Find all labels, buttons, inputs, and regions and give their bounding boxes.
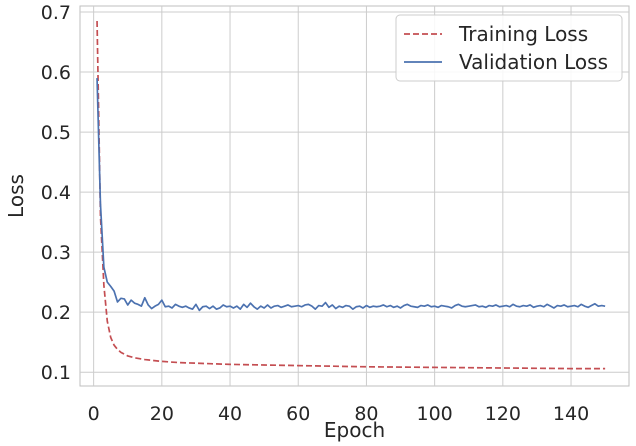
y-tick-labels: 0.1 0.2 0.3 0.4 0.5 0.6 0.7 — [41, 2, 71, 384]
series-line-validation-loss — [96, 78, 606, 312]
y-tick-label: 0.4 — [41, 182, 71, 204]
y-tick-label: 0.2 — [41, 302, 71, 324]
y-axis-label: Loss — [4, 174, 28, 218]
y-tick-label: 0.5 — [41, 122, 71, 144]
x-tick-label: 120 — [485, 403, 521, 425]
x-tick-label: 40 — [218, 403, 242, 425]
x-tick-label: 100 — [417, 403, 453, 425]
legend: Training Loss Validation Loss — [395, 14, 623, 82]
grid — [80, 6, 629, 386]
y-tick-label: 0.6 — [41, 62, 71, 84]
y-tick-label: 0.3 — [41, 242, 71, 264]
x-tick-label: 0 — [88, 403, 100, 425]
x-tick-label: 140 — [553, 403, 589, 425]
y-tick-label: 0.7 — [41, 2, 71, 24]
legend-box — [395, 14, 623, 82]
x-tick-label: 60 — [286, 403, 310, 425]
x-tick-labels: 0 20 40 60 80 100 120 140 — [88, 403, 590, 425]
legend-entry: Validation Loss — [459, 50, 608, 74]
x-axis-label: Epoch — [324, 418, 385, 442]
series-line-training-loss — [96, 20, 606, 370]
y-tick-label: 0.1 — [41, 362, 71, 384]
x-tick-label: 80 — [354, 403, 378, 425]
series-lines — [96, 20, 606, 370]
legend-entry: Training Loss — [458, 22, 588, 46]
x-tick-label: 20 — [150, 403, 174, 425]
